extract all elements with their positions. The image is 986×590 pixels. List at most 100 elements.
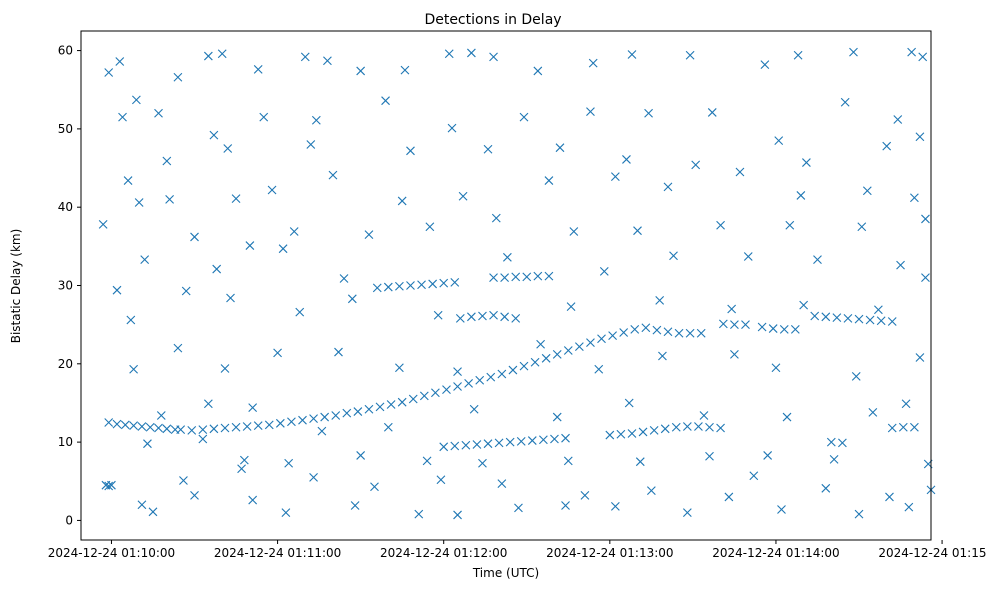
data-point	[663, 327, 673, 337]
data-point	[885, 492, 894, 502]
data-point	[442, 385, 451, 395]
data-point	[253, 421, 263, 431]
data-point	[397, 397, 407, 407]
data-point	[281, 508, 291, 517]
data-point	[918, 52, 928, 62]
data-point	[478, 311, 487, 321]
data-point	[267, 185, 277, 195]
data-point	[497, 479, 507, 489]
y-tick-label: 60	[58, 44, 73, 58]
data-point	[810, 311, 820, 321]
data-point	[311, 115, 321, 125]
data-point	[129, 364, 138, 374]
data-point	[516, 436, 526, 446]
data-point	[467, 48, 476, 58]
data-point	[129, 421, 138, 431]
data-point	[439, 442, 449, 452]
data-point	[799, 300, 809, 310]
data-point	[431, 388, 440, 398]
data-point	[796, 191, 806, 200]
data-point	[406, 146, 415, 156]
data-point	[486, 372, 496, 382]
data-point	[896, 260, 905, 270]
x-tick-label: 2024-12-24 01:11:00	[214, 546, 341, 560]
y-tick-label: 30	[58, 279, 73, 293]
data-point	[131, 95, 141, 105]
data-point	[793, 50, 803, 60]
data-point	[530, 357, 540, 367]
data-point	[489, 310, 498, 320]
data-point	[447, 123, 457, 133]
data-point	[838, 438, 847, 448]
data-point	[707, 108, 717, 117]
y-tick-label: 40	[58, 200, 73, 214]
data-point	[610, 172, 620, 182]
data-point	[334, 347, 343, 357]
data-point	[273, 348, 282, 358]
data-point	[605, 430, 615, 440]
data-point	[264, 420, 274, 430]
data-point	[165, 194, 174, 204]
data-point	[187, 425, 197, 435]
data-point	[209, 130, 219, 140]
data-point	[154, 108, 163, 118]
data-point	[372, 283, 382, 293]
data-point	[779, 324, 789, 334]
data-point	[408, 394, 418, 404]
data-point	[757, 322, 767, 332]
data-point	[190, 490, 199, 500]
data-point	[887, 317, 897, 326]
data-point	[638, 427, 648, 437]
data-point	[176, 425, 186, 434]
data-point	[627, 50, 637, 59]
data-point	[646, 486, 656, 496]
data-point	[694, 422, 703, 431]
data-point	[284, 458, 294, 468]
data-point	[511, 272, 521, 282]
data-point	[909, 422, 919, 432]
data-point	[522, 272, 532, 282]
x-axis: 2024-12-24 01:10:00 2024-12-24 01:11:00 20…	[48, 540, 986, 560]
data-point	[876, 316, 886, 326]
data-point	[300, 52, 310, 62]
data-point	[655, 295, 665, 305]
data-point	[143, 439, 152, 449]
data-point	[306, 140, 316, 149]
data-point	[217, 49, 227, 59]
data-point	[826, 437, 836, 447]
data-point	[148, 507, 158, 517]
y-tick-label: 50	[58, 122, 73, 136]
data-point	[245, 241, 255, 250]
data-point	[735, 167, 745, 177]
data-point	[500, 312, 510, 322]
data-point	[909, 193, 919, 203]
data-point	[209, 424, 219, 434]
data-point	[461, 440, 471, 450]
data-point	[386, 400, 396, 409]
data-point	[505, 437, 515, 447]
data-point	[785, 220, 795, 230]
x-tick-label: 2024-12-24 01:14:00	[712, 546, 839, 560]
data-point	[467, 312, 476, 322]
data-point	[239, 455, 249, 465]
data-point	[544, 176, 554, 185]
data-point	[203, 399, 213, 409]
data-point	[347, 294, 357, 304]
data-point	[483, 144, 493, 154]
data-point	[633, 226, 642, 236]
data-point	[777, 505, 786, 514]
x-axis-title: Time (UTC)	[472, 566, 539, 580]
y-tick-label: 10	[58, 435, 73, 449]
plot-frame	[80, 30, 932, 541]
data-point	[727, 304, 737, 314]
data-point	[364, 230, 374, 239]
data-point	[248, 403, 258, 413]
data-point	[464, 378, 474, 388]
data-point	[436, 475, 446, 485]
data-point	[544, 271, 554, 281]
data-point	[428, 279, 438, 289]
data-point	[563, 346, 573, 355]
data-point	[904, 502, 914, 512]
data-point	[475, 375, 485, 385]
data-point	[699, 411, 709, 420]
